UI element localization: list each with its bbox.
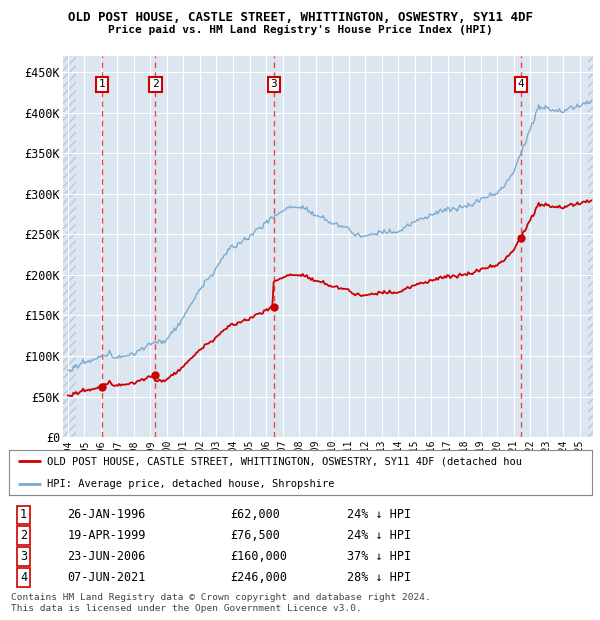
Text: Contains HM Land Registry data © Crown copyright and database right 2024.
This d: Contains HM Land Registry data © Crown c… bbox=[11, 593, 431, 613]
Text: 4: 4 bbox=[517, 79, 524, 89]
Text: 3: 3 bbox=[20, 550, 27, 563]
Text: £160,000: £160,000 bbox=[230, 550, 287, 563]
Text: 37% ↓ HPI: 37% ↓ HPI bbox=[347, 550, 412, 563]
Text: OLD POST HOUSE, CASTLE STREET, WHITTINGTON, OSWESTRY, SY11 4DF (detached hou: OLD POST HOUSE, CASTLE STREET, WHITTINGT… bbox=[47, 456, 522, 466]
Text: HPI: Average price, detached house, Shropshire: HPI: Average price, detached house, Shro… bbox=[47, 479, 334, 489]
Text: £76,500: £76,500 bbox=[230, 529, 280, 542]
Text: 19-APR-1999: 19-APR-1999 bbox=[67, 529, 146, 542]
Text: 2: 2 bbox=[20, 529, 27, 542]
Text: 24% ↓ HPI: 24% ↓ HPI bbox=[347, 508, 412, 521]
Text: 26-JAN-1996: 26-JAN-1996 bbox=[67, 508, 146, 521]
Bar bbox=[588, 56, 593, 437]
Text: 07-JUN-2021: 07-JUN-2021 bbox=[67, 571, 146, 584]
Text: Price paid vs. HM Land Registry's House Price Index (HPI): Price paid vs. HM Land Registry's House … bbox=[107, 25, 493, 35]
Text: 28% ↓ HPI: 28% ↓ HPI bbox=[347, 571, 412, 584]
Text: 24% ↓ HPI: 24% ↓ HPI bbox=[347, 529, 412, 542]
Text: 3: 3 bbox=[271, 79, 277, 89]
Text: 23-JUN-2006: 23-JUN-2006 bbox=[67, 550, 146, 563]
Bar bbox=[63, 56, 76, 437]
Text: 1: 1 bbox=[20, 508, 27, 521]
Text: 2: 2 bbox=[152, 79, 159, 89]
Text: £62,000: £62,000 bbox=[230, 508, 280, 521]
Text: £246,000: £246,000 bbox=[230, 571, 287, 584]
Text: 4: 4 bbox=[20, 571, 27, 584]
Text: OLD POST HOUSE, CASTLE STREET, WHITTINGTON, OSWESTRY, SY11 4DF: OLD POST HOUSE, CASTLE STREET, WHITTINGT… bbox=[67, 11, 533, 24]
Text: 1: 1 bbox=[99, 79, 106, 89]
